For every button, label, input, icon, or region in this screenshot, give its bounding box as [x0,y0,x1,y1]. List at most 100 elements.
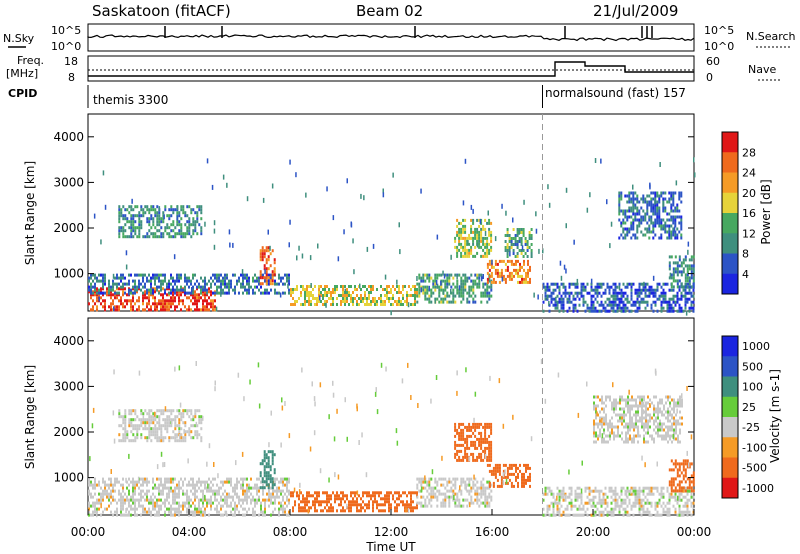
power-echo-cell [88,302,90,306]
power-echo-cell [618,291,621,295]
velocity-echo-cell [605,419,607,423]
power-echo-cell [292,303,294,306]
velocity-echo-cell [454,455,457,459]
power-echo-cell [122,285,124,289]
velocity-echo-cell [570,489,573,493]
velocity-echo-cell [480,440,483,444]
power-echo-cell [244,273,246,277]
velocity-echo-cell [338,497,340,501]
power-scatter-echo [420,287,422,293]
velocity-echo-cell [456,504,459,508]
power-echo-cell [686,276,689,280]
power-echo-cell [636,200,639,204]
power-echo-cell [308,303,310,306]
velocity-echo-cell [488,486,491,490]
power-echo-cell [568,297,571,301]
power-echo-cell [168,226,171,230]
power-echo-cell [218,291,220,295]
velocity-echo-cell [464,486,467,490]
power-echo-cell [430,294,433,298]
power-echo-cell [560,300,563,304]
velocity-echo-cell [344,509,346,513]
velocity-echo-cell [286,486,288,490]
velocity-echo-cell [502,475,505,479]
velocity-echo-cell [666,501,669,505]
power-echo-cell [600,300,603,304]
power-echo-cell [515,262,517,266]
velocity-echo-cell [558,513,561,517]
velocity-echo-cell [646,486,649,490]
power-echo-cell [380,303,382,306]
power-echo-cell [273,273,276,277]
power-echo-cell [116,287,118,291]
power-echo-cell [524,237,527,240]
power-echo-cell [104,273,106,277]
velocity-echo-cell [490,428,493,432]
velocity-echo-cell [394,509,396,513]
power-echo-cell [156,302,158,306]
power-echo-cell [424,273,427,277]
velocity-echo-cell [180,436,183,440]
power-echo-cell [212,299,214,303]
velocity-echo-cell [414,506,416,510]
velocity-echo-cell [432,492,435,496]
power-echo-cell [416,282,419,286]
power-echo-cell [504,249,507,252]
power-echo-cell [118,276,120,280]
velocity-echo-cell [246,501,248,505]
power-echo-cell [144,205,147,209]
power-echo-cell [672,297,675,301]
velocity-echo-cell [262,483,264,487]
velocity-echo-cell [271,480,274,484]
power-echo-cell [624,236,627,240]
power-echo-cell [318,300,320,303]
velocity-echo-cell [442,492,445,496]
power-echo-cell [670,285,673,289]
power-echo-cell [306,294,308,297]
velocity-echo-cell [348,503,350,507]
power-echo-cell [438,285,441,289]
power-echo-cell [128,220,131,224]
power-echo-cell [158,214,161,218]
velocity-echo-cell [466,483,469,487]
velocity-echo-cell [278,495,280,499]
power-echo-cell [100,279,102,283]
velocity-echo-cell [372,494,374,498]
velocity-echo-cell [580,498,583,502]
power-echo-cell [560,297,563,301]
velocity-echo-cell [384,500,386,504]
power-echo-cell [144,296,146,300]
power-echo-cell [550,282,553,286]
velocity-echo-cell [622,498,625,502]
power-echo-cell [158,220,161,224]
velocity-echo-cell [186,501,188,505]
velocity-echo-cell [106,495,108,499]
velocity-echo-cell [128,424,131,428]
velocity-echo-cell [146,436,149,440]
velocity-echo-cell [646,501,649,505]
power-echo-cell [154,305,156,309]
velocity-echo-cell [158,421,161,425]
velocity-echo-cell [250,492,252,496]
power-echo-cell [676,273,679,277]
velocity-echo-cell [140,412,143,416]
power-echo-cell [98,279,100,283]
velocity-echo-cell [460,431,463,435]
power-echo-cell [650,288,653,292]
power-echo-cell [692,255,695,259]
power-echo-cell [186,291,188,295]
velocity-echo-cell [152,412,155,416]
power-echo-cell [642,297,645,301]
velocity-echo-cell [160,480,162,484]
velocity-echo-cell [178,412,181,416]
velocity-echo-cell [265,465,268,469]
power-echo-cell [480,294,483,298]
velocity-echo-cell [662,495,665,499]
power-echo-cell [96,279,98,283]
power-echo-cell [680,261,683,265]
power-echo-cell [426,273,429,277]
velocity-echo-cell [146,439,149,443]
power-echo-cell [182,208,185,212]
velocity-echo-cell [607,395,609,399]
velocity-echo-cell [598,510,601,514]
